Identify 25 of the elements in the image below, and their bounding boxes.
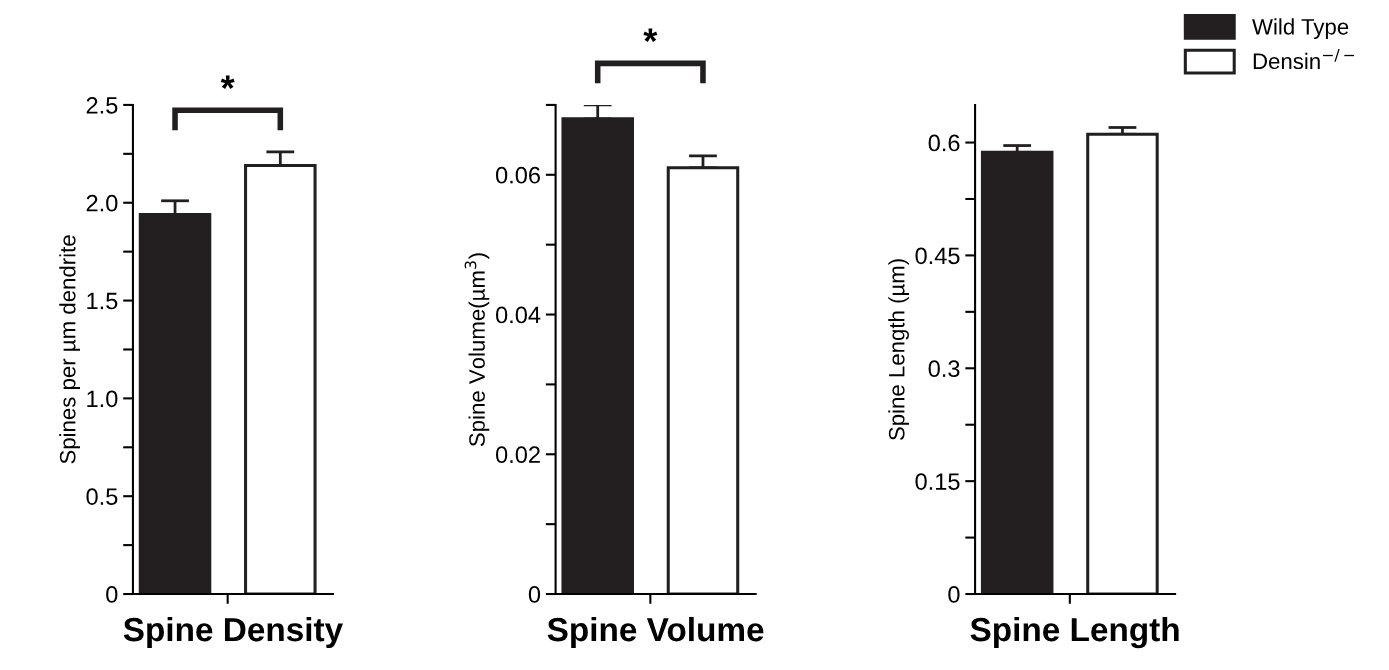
text: * (643, 28, 658, 42)
legend-label: Wild Type (1252, 18, 1349, 40)
y-tick-label: 0 (528, 586, 541, 603)
text: 2.0 (86, 194, 118, 212)
y-tick-label: 1.5 (87, 292, 118, 310)
y-tick-label: 0.06 (495, 166, 540, 184)
y-tick-label: 0.15 (915, 473, 960, 490)
x-axis-title: Spine Density (123, 616, 343, 649)
y-tick-label: 0.04 (495, 306, 541, 324)
y-tick-label: 0.45 (915, 247, 960, 265)
text: 1.0 (87, 390, 118, 408)
y-tick-label: 0 (948, 586, 960, 603)
x-axis-title: Spine Length (970, 616, 1179, 649)
y-tick-label: 0.02 (495, 446, 540, 464)
y-tick-label: 0.3 (928, 360, 960, 378)
y-tick-label: 0.6 (928, 134, 960, 152)
text: * (220, 75, 235, 89)
legend-label: Densin$^{−/−}$ (1253, 49, 1355, 70)
y-tick-label: 0.5 (86, 488, 118, 505)
x-axis-title: Spine Volume (547, 616, 764, 649)
y-axis-title: Spines per µm dendrite (59, 235, 80, 464)
y-axis-title: Spine Length (µm) (888, 259, 909, 441)
y-tick-label: 2.5 (86, 96, 118, 114)
y-axis-title: Spine Volume(µm$^{3}$) (464, 253, 490, 447)
y-tick-label: 0 (106, 586, 118, 603)
